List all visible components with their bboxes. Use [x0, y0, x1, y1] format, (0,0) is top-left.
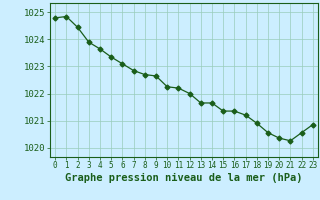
- X-axis label: Graphe pression niveau de la mer (hPa): Graphe pression niveau de la mer (hPa): [65, 173, 303, 183]
